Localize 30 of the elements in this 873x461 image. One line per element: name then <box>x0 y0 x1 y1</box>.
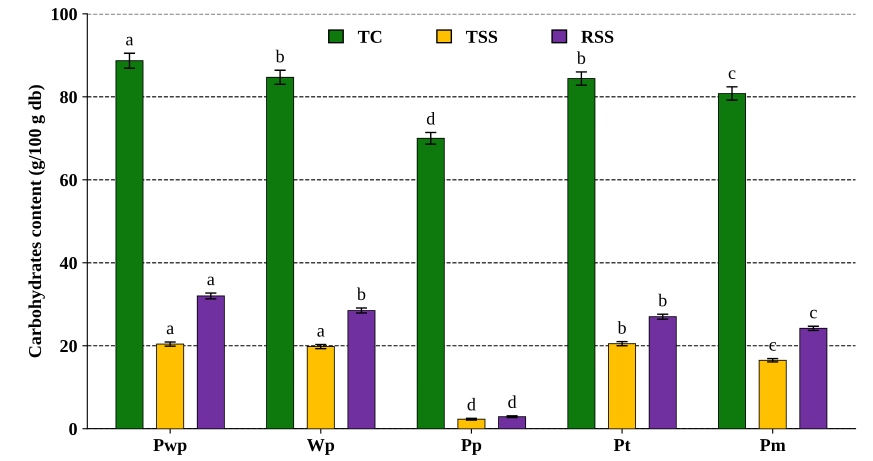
x-tick-label: Pt <box>614 439 630 452</box>
x-tick-label: Wp <box>306 439 334 455</box>
data-label: b <box>576 51 586 64</box>
y-tick-label: 100 <box>52 8 77 20</box>
data-label: a <box>166 326 174 334</box>
data-label: d <box>426 112 436 125</box>
x-tick-label: Pp <box>461 439 482 455</box>
y-axis-title: Carbohydrates content (g/100 g db) <box>28 85 45 358</box>
y-tick-label: 60 <box>60 174 77 186</box>
data-label: a <box>126 36 134 46</box>
y-tick-label: 20 <box>60 340 77 352</box>
data-label: c <box>810 310 817 318</box>
data-label: c <box>728 70 736 80</box>
data-label: b <box>356 287 366 300</box>
data-label: b <box>618 321 626 334</box>
y-tick-label: 0 <box>69 422 77 436</box>
legend-label: RSS <box>581 30 614 43</box>
data-label: b <box>276 50 284 62</box>
data-label: c <box>769 342 776 351</box>
legend-label: TSS <box>466 30 498 43</box>
x-tick-label: Pm <box>760 439 786 451</box>
data-label: b <box>658 294 667 306</box>
data-label: a <box>207 276 215 286</box>
legend-label: TC <box>358 30 382 43</box>
data-label: a <box>317 328 325 337</box>
data-label: d <box>508 395 516 408</box>
y-tick-label: 80 <box>60 91 77 104</box>
y-tick-label: 40 <box>60 257 77 270</box>
x-tick-label: Pwp <box>153 439 186 455</box>
data-label: d <box>468 398 476 411</box>
